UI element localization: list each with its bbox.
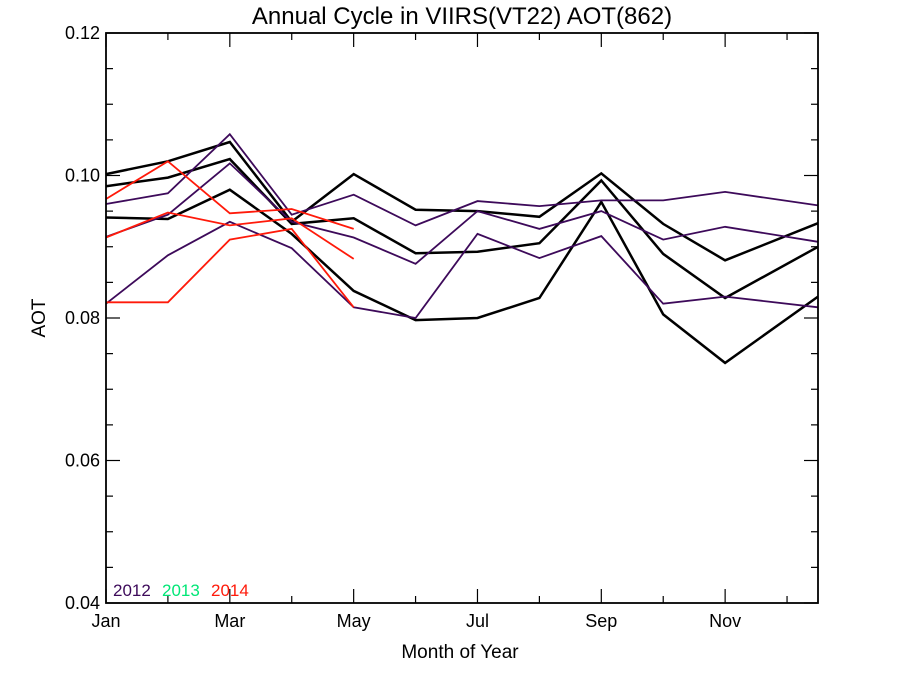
ticks-group [105,32,818,604]
x-axis-label: Month of Year [401,642,519,663]
series-line-1 [105,140,819,262]
series-group [105,132,819,365]
series-line-4 [105,132,819,227]
x-tick-label: Sep [585,611,617,631]
series-line-5 [105,162,819,265]
y-tick-label: 0.10 [65,166,100,186]
series-line-8 [105,211,355,260]
y-tick-label: 0.06 [65,451,100,471]
x-tick-label: May [337,611,371,631]
y-tick-label: 0.04 [65,593,100,613]
series-line-3 [105,188,819,365]
x-tick-label: Jan [91,611,120,631]
chart-title: Annual Cycle in VIIRS(VT22) AOT(862) [252,3,672,30]
y-axis-label: AOT [29,298,50,337]
tick-labels-group: Jan Mar May Jul Sep Nov 0.04 0.06 0.08 0.10 0.12 [65,23,741,631]
series-line-2 [105,157,819,300]
series-line-7 [105,160,354,230]
series-line-6 [105,220,819,319]
legend: 2012 2013 2014 [113,581,249,600]
legend-entry-2014: 2014 [211,581,249,600]
x-tick-label: Mar [214,611,245,631]
y-tick-label: 0.08 [65,308,100,328]
y-tick-label: 0.12 [65,23,100,43]
legend-entry-2013: 2013 [162,581,200,600]
x-tick-label: Nov [709,611,741,631]
legend-entry-2012: 2012 [113,581,151,600]
x-tick-label: Jul [466,611,489,631]
series-line-9 [106,227,355,308]
plot-frame [105,32,819,604]
